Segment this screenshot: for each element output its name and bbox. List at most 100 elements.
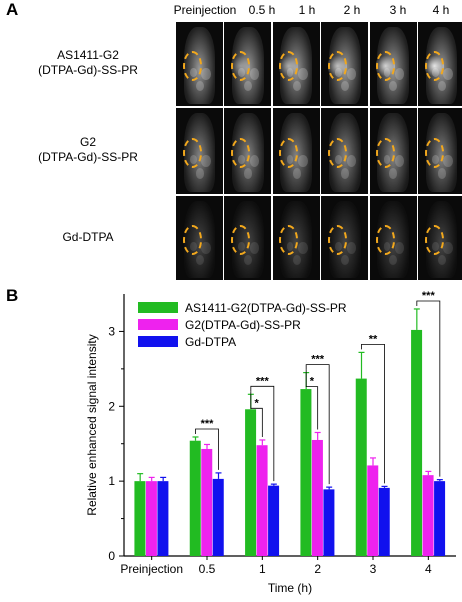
time-header: 2 h xyxy=(343,3,361,17)
mri-image xyxy=(272,196,320,280)
mri-image xyxy=(272,108,320,194)
x-tick-label: 1 xyxy=(259,562,266,576)
significance-marker: *** xyxy=(256,375,270,387)
mri-image xyxy=(369,108,417,194)
bar xyxy=(378,487,390,556)
time-header: Preinjection xyxy=(173,3,237,17)
tumor-roi-ring xyxy=(376,225,396,255)
tumor-roi-ring xyxy=(327,51,347,81)
mri-organ-highlight xyxy=(437,80,446,91)
mri-organ-highlight xyxy=(201,155,211,168)
legend-label: G2(DTPA-Gd)-SS-PR xyxy=(185,318,301,332)
time-header: 3 h xyxy=(389,3,407,17)
significance-marker: *** xyxy=(311,354,325,366)
tumor-roi-ring xyxy=(230,138,250,168)
significance-bracket xyxy=(250,391,263,437)
mri-image xyxy=(176,108,223,194)
mri-organ-highlight xyxy=(437,254,446,265)
tumor-roi-ring xyxy=(327,138,347,168)
mri-organ-highlight xyxy=(195,254,204,265)
mri-image xyxy=(272,22,320,106)
tumor-roi-ring xyxy=(424,225,444,255)
bar xyxy=(355,378,367,556)
mri-organ-highlight xyxy=(389,254,398,265)
bar xyxy=(256,445,268,556)
bar xyxy=(245,409,257,556)
mri-organ-highlight xyxy=(346,68,356,80)
tumor-roi-ring xyxy=(182,138,202,168)
mri-organ-highlight xyxy=(394,68,405,80)
mri-organ-highlight xyxy=(394,155,405,168)
bar xyxy=(367,465,379,556)
bar xyxy=(422,475,434,556)
y-tick-label: 0 xyxy=(108,549,115,563)
mri-organ-highlight xyxy=(389,168,398,179)
bar xyxy=(212,478,224,556)
mri-organ-highlight xyxy=(244,80,253,91)
significance-marker: * xyxy=(310,376,315,388)
legend-swatch xyxy=(138,302,178,313)
time-header: 0.5 h xyxy=(248,3,276,17)
mri-image xyxy=(418,196,462,280)
bar xyxy=(157,481,169,556)
mri-organ-highlight xyxy=(443,155,453,168)
mri-organ-highlight xyxy=(394,242,405,254)
tumor-roi-ring xyxy=(327,225,347,255)
bar xyxy=(311,439,323,556)
mri-image xyxy=(224,22,272,106)
tumor-roi-ring xyxy=(279,138,299,168)
bar xyxy=(145,481,157,556)
mri-organ-highlight xyxy=(298,242,308,254)
mri-organ-highlight xyxy=(292,254,301,265)
significance-bracket xyxy=(305,369,319,430)
bar-chart: 0 1 2 3 Relative enhanced signal intensity Pr… xyxy=(85,290,456,595)
mri-organ-highlight xyxy=(340,254,349,265)
x-tick-label: 4 xyxy=(425,562,432,576)
significance-marker: *** xyxy=(201,418,215,430)
mri-organ-highlight xyxy=(340,80,349,91)
x-tick-label: 3 xyxy=(370,562,377,576)
tumor-roi-ring xyxy=(376,138,396,168)
legend-label: Gd-DTPA xyxy=(185,335,236,349)
mri-organ-highlight xyxy=(437,168,446,179)
row-label: AS1411-G2 (DTPA-Gd)-SS-PR xyxy=(0,48,176,78)
bar xyxy=(323,489,335,556)
significance-marker: * xyxy=(254,397,259,409)
mri-organ-highlight xyxy=(346,155,356,168)
mri-image xyxy=(418,108,462,194)
bar xyxy=(268,485,280,556)
mri-image xyxy=(224,196,272,280)
mri-organ-highlight xyxy=(195,80,204,91)
bar xyxy=(411,329,423,556)
mri-organ-highlight xyxy=(443,242,453,254)
y-tick-label: 3 xyxy=(108,324,115,338)
significance-bracket xyxy=(195,428,219,470)
bar xyxy=(134,481,146,556)
row-label: Gd-DTPA xyxy=(0,230,176,245)
mri-organ-highlight xyxy=(244,254,253,265)
tumor-roi-ring xyxy=(424,51,444,81)
x-tick-label: Preinjection xyxy=(120,562,183,576)
significance-marker: ** xyxy=(369,333,378,345)
x-tick-label: 2 xyxy=(314,562,321,576)
y-tick-label: 2 xyxy=(108,399,115,413)
bar xyxy=(434,481,446,556)
mri-organ-highlight xyxy=(249,155,260,168)
mri-organ-highlight xyxy=(298,68,308,80)
y-axis-label: Relative enhanced signal intensity xyxy=(85,334,99,515)
mri-organ-highlight xyxy=(292,168,301,179)
mri-organ-highlight xyxy=(249,242,260,254)
time-header: 1 h xyxy=(298,3,316,17)
mri-organ-highlight xyxy=(292,80,301,91)
row-label-line: (DTPA-Gd)-SS-PR xyxy=(38,150,138,164)
mri-image xyxy=(321,196,369,280)
mri-image xyxy=(176,22,223,106)
legend-label: AS1411-G2(DTPA-Gd)-SS-PR xyxy=(185,301,347,315)
mri-organ-highlight xyxy=(298,155,308,168)
x-axis-label: Time (h) xyxy=(268,581,312,595)
tumor-roi-ring xyxy=(279,51,299,81)
mri-organ-highlight xyxy=(244,168,253,179)
bar xyxy=(201,448,213,556)
tumor-roi-ring xyxy=(424,138,444,168)
tumor-roi-ring xyxy=(376,51,396,81)
